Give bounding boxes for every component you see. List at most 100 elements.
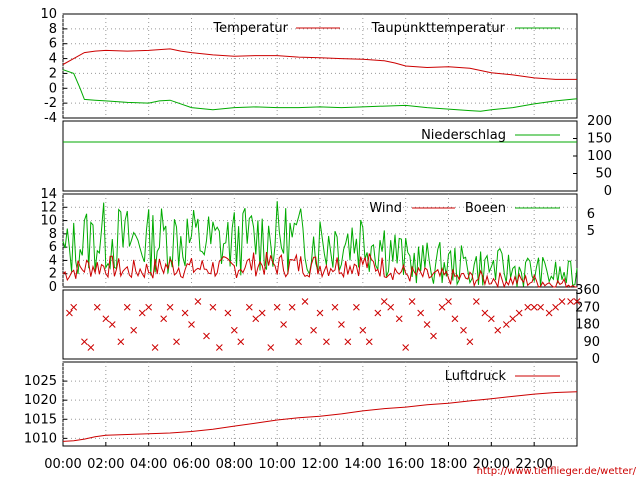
direction-point (509, 315, 517, 323)
y-tick-label: 2 (49, 66, 57, 81)
direction-point (451, 315, 459, 323)
direction-point (230, 326, 238, 334)
y-tick-label: 0 (49, 280, 57, 295)
direction-point (353, 303, 360, 311)
dewpoint-line (62, 69, 578, 112)
direction-point (573, 298, 581, 305)
y-tick-label: 150 (587, 132, 612, 147)
y-tick-label: -2 (44, 96, 57, 111)
direction-point (502, 321, 510, 328)
direction-point (524, 303, 532, 311)
direction-point (466, 338, 474, 346)
direction-point (151, 344, 159, 351)
direction-point (273, 303, 281, 311)
direction-point (237, 338, 245, 346)
y-tick-label: 0 (604, 184, 612, 199)
y-tick-label: 1010 (24, 431, 57, 446)
direction-point (408, 298, 416, 305)
direction-label: 180 (575, 318, 600, 333)
direction-point (224, 309, 232, 317)
x-tick-label: 22:00 (515, 457, 552, 472)
direction-point (280, 321, 287, 328)
direction-point (108, 321, 116, 328)
direction-point (288, 303, 296, 311)
direction-point (430, 332, 437, 340)
legend-niederschlag-label: Niederschlag (421, 128, 506, 143)
y-tick-label: 1020 (24, 393, 57, 408)
y-tick-label: -4 (44, 111, 57, 126)
direction-label: 90 (583, 335, 600, 350)
direction-point (545, 309, 553, 317)
pressure-line (62, 391, 578, 442)
beaufort-label: 6 (587, 207, 595, 222)
y-tick-label: 10 (40, 214, 57, 229)
direction-point (387, 303, 395, 311)
direction-point (301, 298, 309, 305)
direction-point (380, 298, 388, 305)
direction-label: 270 (575, 300, 600, 315)
direction-point (515, 309, 523, 317)
direction-point (423, 321, 431, 328)
y-tick-label: 4 (49, 253, 57, 268)
direction-point (310, 326, 317, 334)
direction-point (530, 303, 538, 311)
direction-label: 0 (592, 352, 600, 367)
y-tick-label: 6 (49, 37, 57, 52)
direction-point (209, 303, 217, 311)
direction-label: 360 (575, 283, 600, 298)
y-tick-label: 100 (587, 149, 612, 164)
direction-point (445, 298, 452, 305)
direction-point (123, 303, 131, 311)
direction-point (552, 303, 559, 311)
direction-point (323, 338, 330, 346)
y-tick-label: 14 (40, 187, 57, 202)
direction-point (194, 298, 202, 305)
direction-point (374, 309, 382, 317)
x-tick-label: 20:00 (473, 457, 510, 472)
direction-point (395, 315, 403, 323)
direction-point (472, 298, 480, 305)
direction-point (417, 309, 425, 317)
direction-point (494, 326, 502, 334)
legend-taupunkt-label: Taupunkttemperatur (371, 21, 506, 36)
direction-point (258, 309, 266, 317)
y-tick-label: 1015 (24, 412, 57, 427)
direction-point (188, 321, 195, 328)
direction-point (252, 315, 260, 323)
direction-point (316, 309, 324, 317)
direction-point (295, 338, 302, 346)
direction-point (365, 338, 373, 346)
y-tick-label: 50 (595, 167, 612, 182)
direction-point (338, 321, 345, 328)
direction-point (93, 303, 101, 311)
direction-point (181, 309, 189, 317)
x-tick-label: 18:00 (430, 457, 467, 472)
gust-line (62, 201, 578, 288)
direction-point (145, 303, 153, 311)
direction-point (138, 309, 146, 317)
x-tick-label: 04:00 (130, 457, 167, 472)
source-link[interactable]: http://www.tiefflieger.de/wetter/ (476, 466, 636, 477)
x-tick-label: 16:00 (387, 457, 424, 472)
direction-point (267, 344, 275, 351)
direction-point (567, 298, 574, 305)
y-tick-label: 2 (49, 267, 57, 282)
direction-point (81, 338, 88, 346)
y-tick-label: 200 (587, 114, 612, 129)
legend-wind-label: Wind (369, 201, 402, 216)
wind-line (62, 252, 577, 289)
y-tick-label: 4 (49, 52, 57, 67)
direction-point (460, 326, 467, 334)
direction-point (487, 315, 495, 323)
direction-point (344, 338, 352, 346)
x-tick-label: 02:00 (87, 457, 124, 472)
direction-point (87, 344, 95, 351)
y-tick-label: 8 (49, 227, 57, 242)
x-tick-label: 10:00 (258, 457, 295, 472)
direction-point (160, 315, 168, 323)
direction-point (359, 326, 367, 334)
direction-point (117, 338, 125, 346)
direction-point (331, 303, 339, 311)
direction-point (173, 338, 180, 346)
